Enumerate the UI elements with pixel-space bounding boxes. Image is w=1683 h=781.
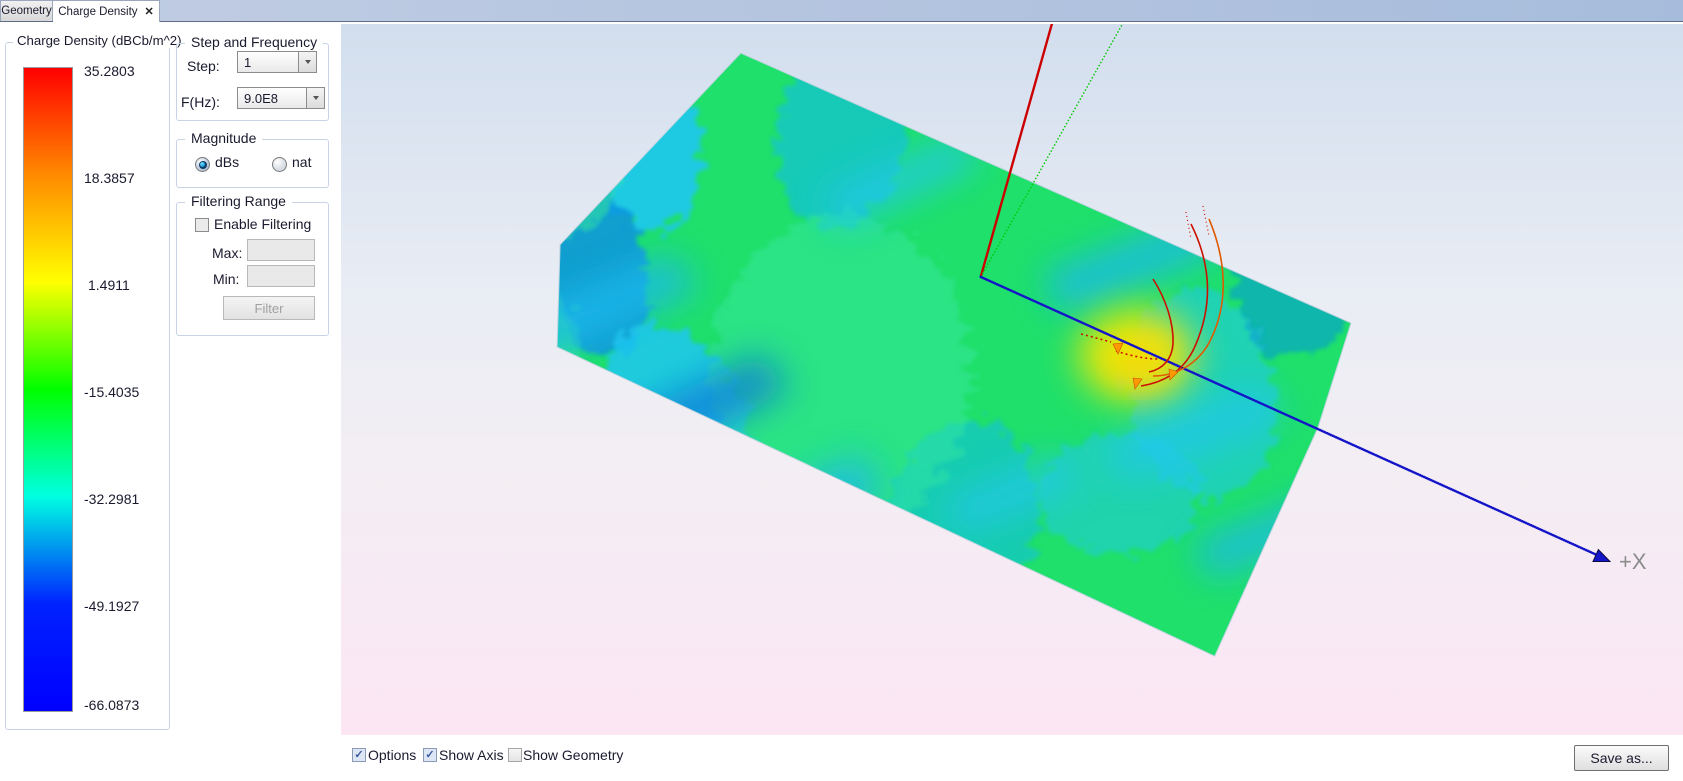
svg-text:+X: +X	[1619, 549, 1647, 574]
